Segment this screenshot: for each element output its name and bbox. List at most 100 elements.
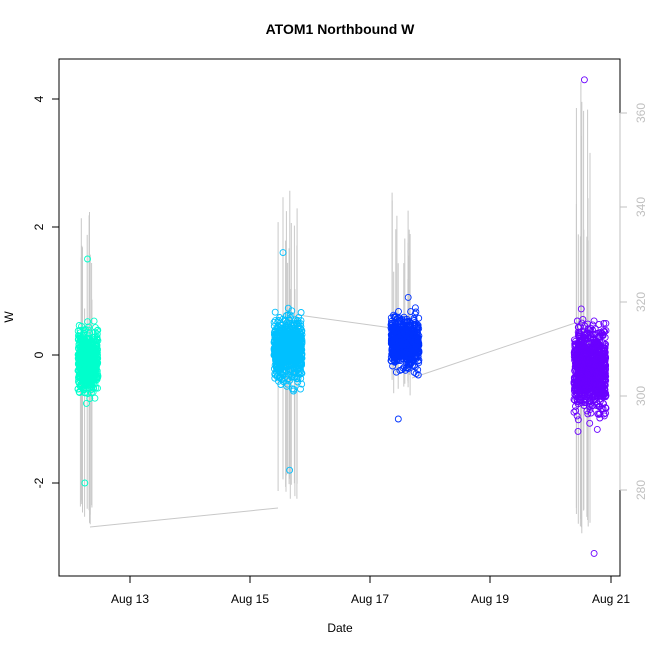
y-tick-label: 0 [32,351,46,358]
y-axis-label: W [2,311,16,323]
data-point [74,378,82,385]
data-point [599,365,607,373]
data-point [279,325,287,333]
secondary-y-tick-label: 320 [634,292,648,312]
data-point [279,348,287,356]
data-point [281,336,289,344]
data-point [410,327,418,335]
data-point [404,343,411,351]
data-point [412,370,420,378]
data-point [584,320,592,328]
data-point [270,318,278,326]
data-point [298,327,306,335]
data-point [588,371,596,379]
data-point [75,335,82,343]
data-point [600,320,608,327]
data-point [582,345,590,353]
data-point [583,407,591,415]
x-axis-label: Date [327,621,353,635]
data-point [412,348,420,355]
data-point [286,466,294,474]
data-point [276,349,284,357]
data-point [390,313,398,321]
data-point [279,371,287,379]
data-point [415,359,423,367]
data-point [392,368,400,376]
data-point [85,323,92,331]
data-point [581,357,589,365]
data-point [593,371,601,379]
secondary-line-segment [89,507,279,528]
data-point [277,362,285,370]
y-tick-label: 4 [32,95,46,102]
data-point [290,319,298,327]
data-point [587,409,595,417]
data-point [599,383,607,390]
data-point [396,317,404,325]
data-point [93,327,101,335]
data-point [402,357,410,365]
data-point [276,338,284,346]
data-point [595,375,603,383]
data-point [94,372,102,380]
data-point [88,333,96,341]
data-point [395,307,402,315]
data-point [393,346,401,354]
data-point [84,368,92,376]
data-point [295,351,303,358]
data-point [296,364,304,372]
x-axis: Aug 13 Aug 15 Aug 17 Aug 19 Aug 21 Date [111,575,630,635]
data-point [571,396,579,404]
data-point [287,354,295,362]
data-point [576,395,584,403]
data-point [599,391,607,399]
data-point [275,317,282,324]
data-point [576,347,584,355]
data-point [572,407,580,415]
data-point [590,317,598,325]
data-point [600,328,608,336]
data-point [406,358,414,366]
data-point [590,384,598,392]
secondary-y-tick-label: 300 [634,386,648,406]
data-point [297,309,305,316]
data-point [574,427,582,435]
data-point [272,327,280,335]
data-point [586,419,594,427]
data-point [596,414,604,422]
data-point [294,375,302,382]
data-point [598,329,606,337]
data-point [588,402,596,410]
data-point [397,331,404,338]
data-point [270,351,278,359]
data-point [90,370,98,378]
data-point [284,380,291,388]
data-point [272,342,280,349]
data-point [394,349,401,357]
data-point [283,358,291,366]
data-point [81,479,89,487]
data-point [90,317,98,325]
data-point [592,344,600,352]
data-point [589,359,597,367]
data-point [403,351,411,359]
secondary-y-axis: 280 300 320 340 360 [619,103,648,500]
secondary-line-segment [297,314,393,329]
data-point [401,341,409,349]
data-point [91,365,99,373]
data-point [387,331,395,339]
data-point [270,328,278,336]
data-point [270,331,278,338]
secondary-y-tick-label: 360 [634,103,648,123]
data-point [82,399,90,407]
data-point [296,343,304,351]
data-point [573,412,581,420]
data-point [402,364,410,372]
data-point [579,315,587,323]
data-point [586,347,594,355]
data-point [75,322,83,329]
data-point [83,364,91,372]
secondary-y-tick-label: 280 [634,480,648,500]
data-point [281,367,289,375]
data-point [391,356,398,364]
